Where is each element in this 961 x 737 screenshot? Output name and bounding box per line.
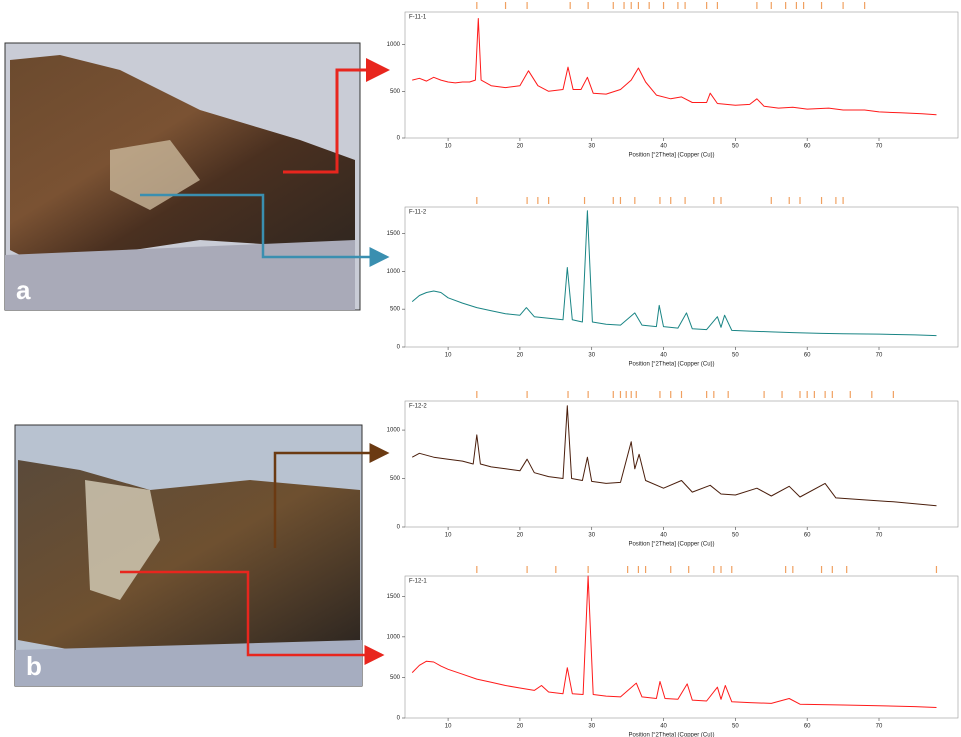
y-tick-label: 1000 bbox=[387, 42, 401, 48]
data-line bbox=[411, 210, 937, 337]
x-tick-label: 60 bbox=[804, 724, 811, 730]
x-axis-label: Position [°2Theta] (Copper (Cu)) bbox=[628, 542, 714, 548]
photo-b bbox=[14, 424, 363, 687]
arrow bbox=[273, 443, 390, 548]
x-tick-label: 30 bbox=[588, 353, 595, 359]
x-axis-label: Position [°2Theta] (Copper (Cu)) bbox=[628, 362, 714, 368]
y-tick-label: 0 bbox=[397, 525, 401, 531]
y-tick-label: 0 bbox=[397, 345, 401, 351]
x-tick-label: 20 bbox=[517, 353, 524, 359]
x-tick-label: 50 bbox=[732, 353, 739, 359]
x-tick-label: 20 bbox=[517, 724, 524, 730]
data-line bbox=[412, 18, 937, 116]
x-tick-label: 40 bbox=[660, 353, 667, 359]
y-tick-label: 0 bbox=[397, 136, 401, 142]
x-tick-label: 70 bbox=[876, 353, 883, 359]
x-tick-label: 40 bbox=[660, 533, 667, 539]
x-tick-label: 70 bbox=[876, 533, 883, 539]
data-line bbox=[411, 405, 937, 507]
x-tick-label: 50 bbox=[732, 144, 739, 150]
plot-frame bbox=[404, 206, 959, 348]
x-tick-label: 30 bbox=[588, 533, 595, 539]
y-tick-label: 0 bbox=[397, 716, 401, 722]
plot-frame bbox=[404, 400, 959, 528]
y-tick-label: 500 bbox=[390, 89, 401, 95]
x-tick-label: 50 bbox=[732, 533, 739, 539]
data-line bbox=[411, 575, 937, 708]
plot-frame bbox=[404, 575, 959, 719]
x-axis-label: Position [°2Theta] (Copper (Cu)) bbox=[628, 733, 714, 737]
x-tick-label: 40 bbox=[660, 724, 667, 730]
x-tick-label: 60 bbox=[804, 533, 811, 539]
x-tick-label: 40 bbox=[660, 144, 667, 150]
x-axis-label: Position [°2Theta] (Copper (Cu)) bbox=[628, 153, 714, 159]
x-tick-label: 50 bbox=[732, 724, 739, 730]
chart-title: F-11-1 bbox=[409, 15, 427, 21]
x-tick-label: 70 bbox=[876, 724, 883, 730]
panel-label: b bbox=[26, 651, 42, 681]
chart-title: F-11-2 bbox=[409, 210, 427, 216]
panel-label: a bbox=[16, 275, 31, 305]
x-tick-label: 10 bbox=[445, 533, 452, 539]
x-tick-label: 30 bbox=[588, 724, 595, 730]
arrow bbox=[140, 193, 390, 267]
x-tick-label: 70 bbox=[876, 144, 883, 150]
y-tick-label: 1000 bbox=[387, 428, 401, 434]
y-tick-label: 1000 bbox=[387, 634, 401, 640]
plot-frame bbox=[404, 11, 959, 139]
x-tick-label: 10 bbox=[445, 353, 452, 359]
y-tick-label: 1000 bbox=[387, 269, 401, 275]
chart-title: F-12-1 bbox=[409, 579, 427, 585]
x-tick-label: 60 bbox=[804, 144, 811, 150]
photo-a bbox=[4, 42, 361, 311]
x-tick-label: 10 bbox=[445, 144, 452, 150]
x-tick-label: 30 bbox=[588, 144, 595, 150]
x-tick-label: 20 bbox=[517, 144, 524, 150]
x-tick-label: 10 bbox=[445, 724, 452, 730]
y-tick-label: 500 bbox=[390, 476, 401, 482]
y-tick-label: 1500 bbox=[387, 594, 401, 600]
y-tick-label: 500 bbox=[390, 307, 401, 313]
y-tick-label: 500 bbox=[390, 675, 401, 681]
x-tick-label: 20 bbox=[517, 533, 524, 539]
y-tick-label: 1500 bbox=[387, 231, 401, 237]
arrow bbox=[283, 58, 390, 174]
arrow bbox=[120, 570, 385, 665]
x-tick-label: 60 bbox=[804, 353, 811, 359]
chart-title: F-12-2 bbox=[409, 404, 427, 410]
